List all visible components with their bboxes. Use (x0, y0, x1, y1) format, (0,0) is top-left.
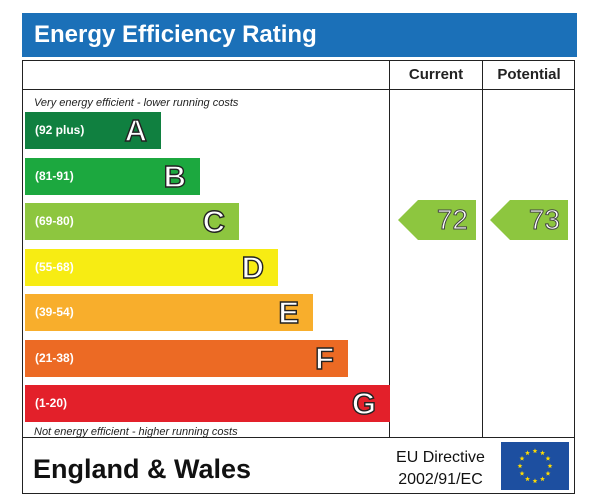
band-f: (21-38) F (25, 339, 348, 377)
directive-line-2: 2002/91/EC (398, 471, 483, 488)
band-d: (55-68) D (25, 248, 278, 286)
band-a: (92 plus) A (25, 112, 161, 149)
column-divider-current (389, 61, 390, 437)
eu-star-icon (540, 450, 545, 456)
header-row-divider (23, 89, 574, 90)
eu-directive: EU Directive 2002/91/EC (383, 447, 498, 491)
country-label: England & Wales (33, 454, 252, 484)
band-range-label: (69-80) (35, 214, 74, 228)
potential-rating-arrow: 73 (490, 200, 568, 240)
eu-star-icon (532, 478, 538, 484)
band-range-label: (55-68) (35, 259, 74, 274)
rating-value: 73 (528, 204, 560, 236)
band-letter: G (351, 386, 377, 421)
column-divider-potential (482, 61, 483, 437)
inefficient-note: Not energy efficient - higher running co… (34, 426, 238, 438)
rating-chart: Current Potential Very energy efficient … (22, 60, 575, 438)
footer: England & Wales EU Directive 2002/91/EC (22, 437, 575, 494)
band-letter: C (202, 204, 226, 239)
band-range-label: (92 plus) (35, 123, 85, 137)
directive-line-1: EU Directive (396, 449, 485, 466)
eu-star-icon (532, 448, 538, 454)
band-b: (81-91) B (25, 157, 200, 195)
rating-value: 72 (436, 204, 468, 236)
band-letter: D (241, 249, 265, 285)
eu-star-icon (519, 455, 525, 461)
band-letter: A (124, 113, 148, 148)
band-letter: F (314, 340, 334, 376)
band-range-label: (1-20) (35, 396, 68, 410)
band-e: (39-54) E (25, 294, 313, 331)
band-range-label: (39-54) (35, 305, 74, 319)
header-bar: Energy Efficiency Rating (22, 13, 577, 57)
eu-star-icon (517, 463, 523, 469)
eu-star-icon (540, 476, 545, 482)
eu-flag-icon (501, 442, 569, 490)
current-column-header: Current (408, 66, 464, 83)
eu-star-icon (545, 470, 551, 476)
arrow-shape (490, 200, 568, 240)
eu-star-icon (525, 450, 530, 456)
band-letter: B (163, 158, 187, 194)
eu-star-icon (519, 470, 525, 476)
potential-column-header: Potential (497, 66, 561, 83)
band-letter: E (278, 295, 300, 330)
band-range-label: (21-38) (35, 350, 74, 365)
band-c: (69-80) C (25, 203, 239, 240)
eu-star-icon (547, 463, 553, 469)
efficient-note: Very energy efficient - lower running co… (34, 97, 239, 109)
band-range-label: (81-91) (35, 168, 74, 183)
chart-title: Energy Efficiency Rating (34, 21, 317, 48)
current-rating-arrow: 72 (398, 200, 476, 240)
eu-star-icon (545, 455, 551, 461)
arrow-shape (398, 200, 476, 240)
eu-star-icon (525, 476, 530, 482)
band-g: (1-20) G (25, 385, 390, 422)
